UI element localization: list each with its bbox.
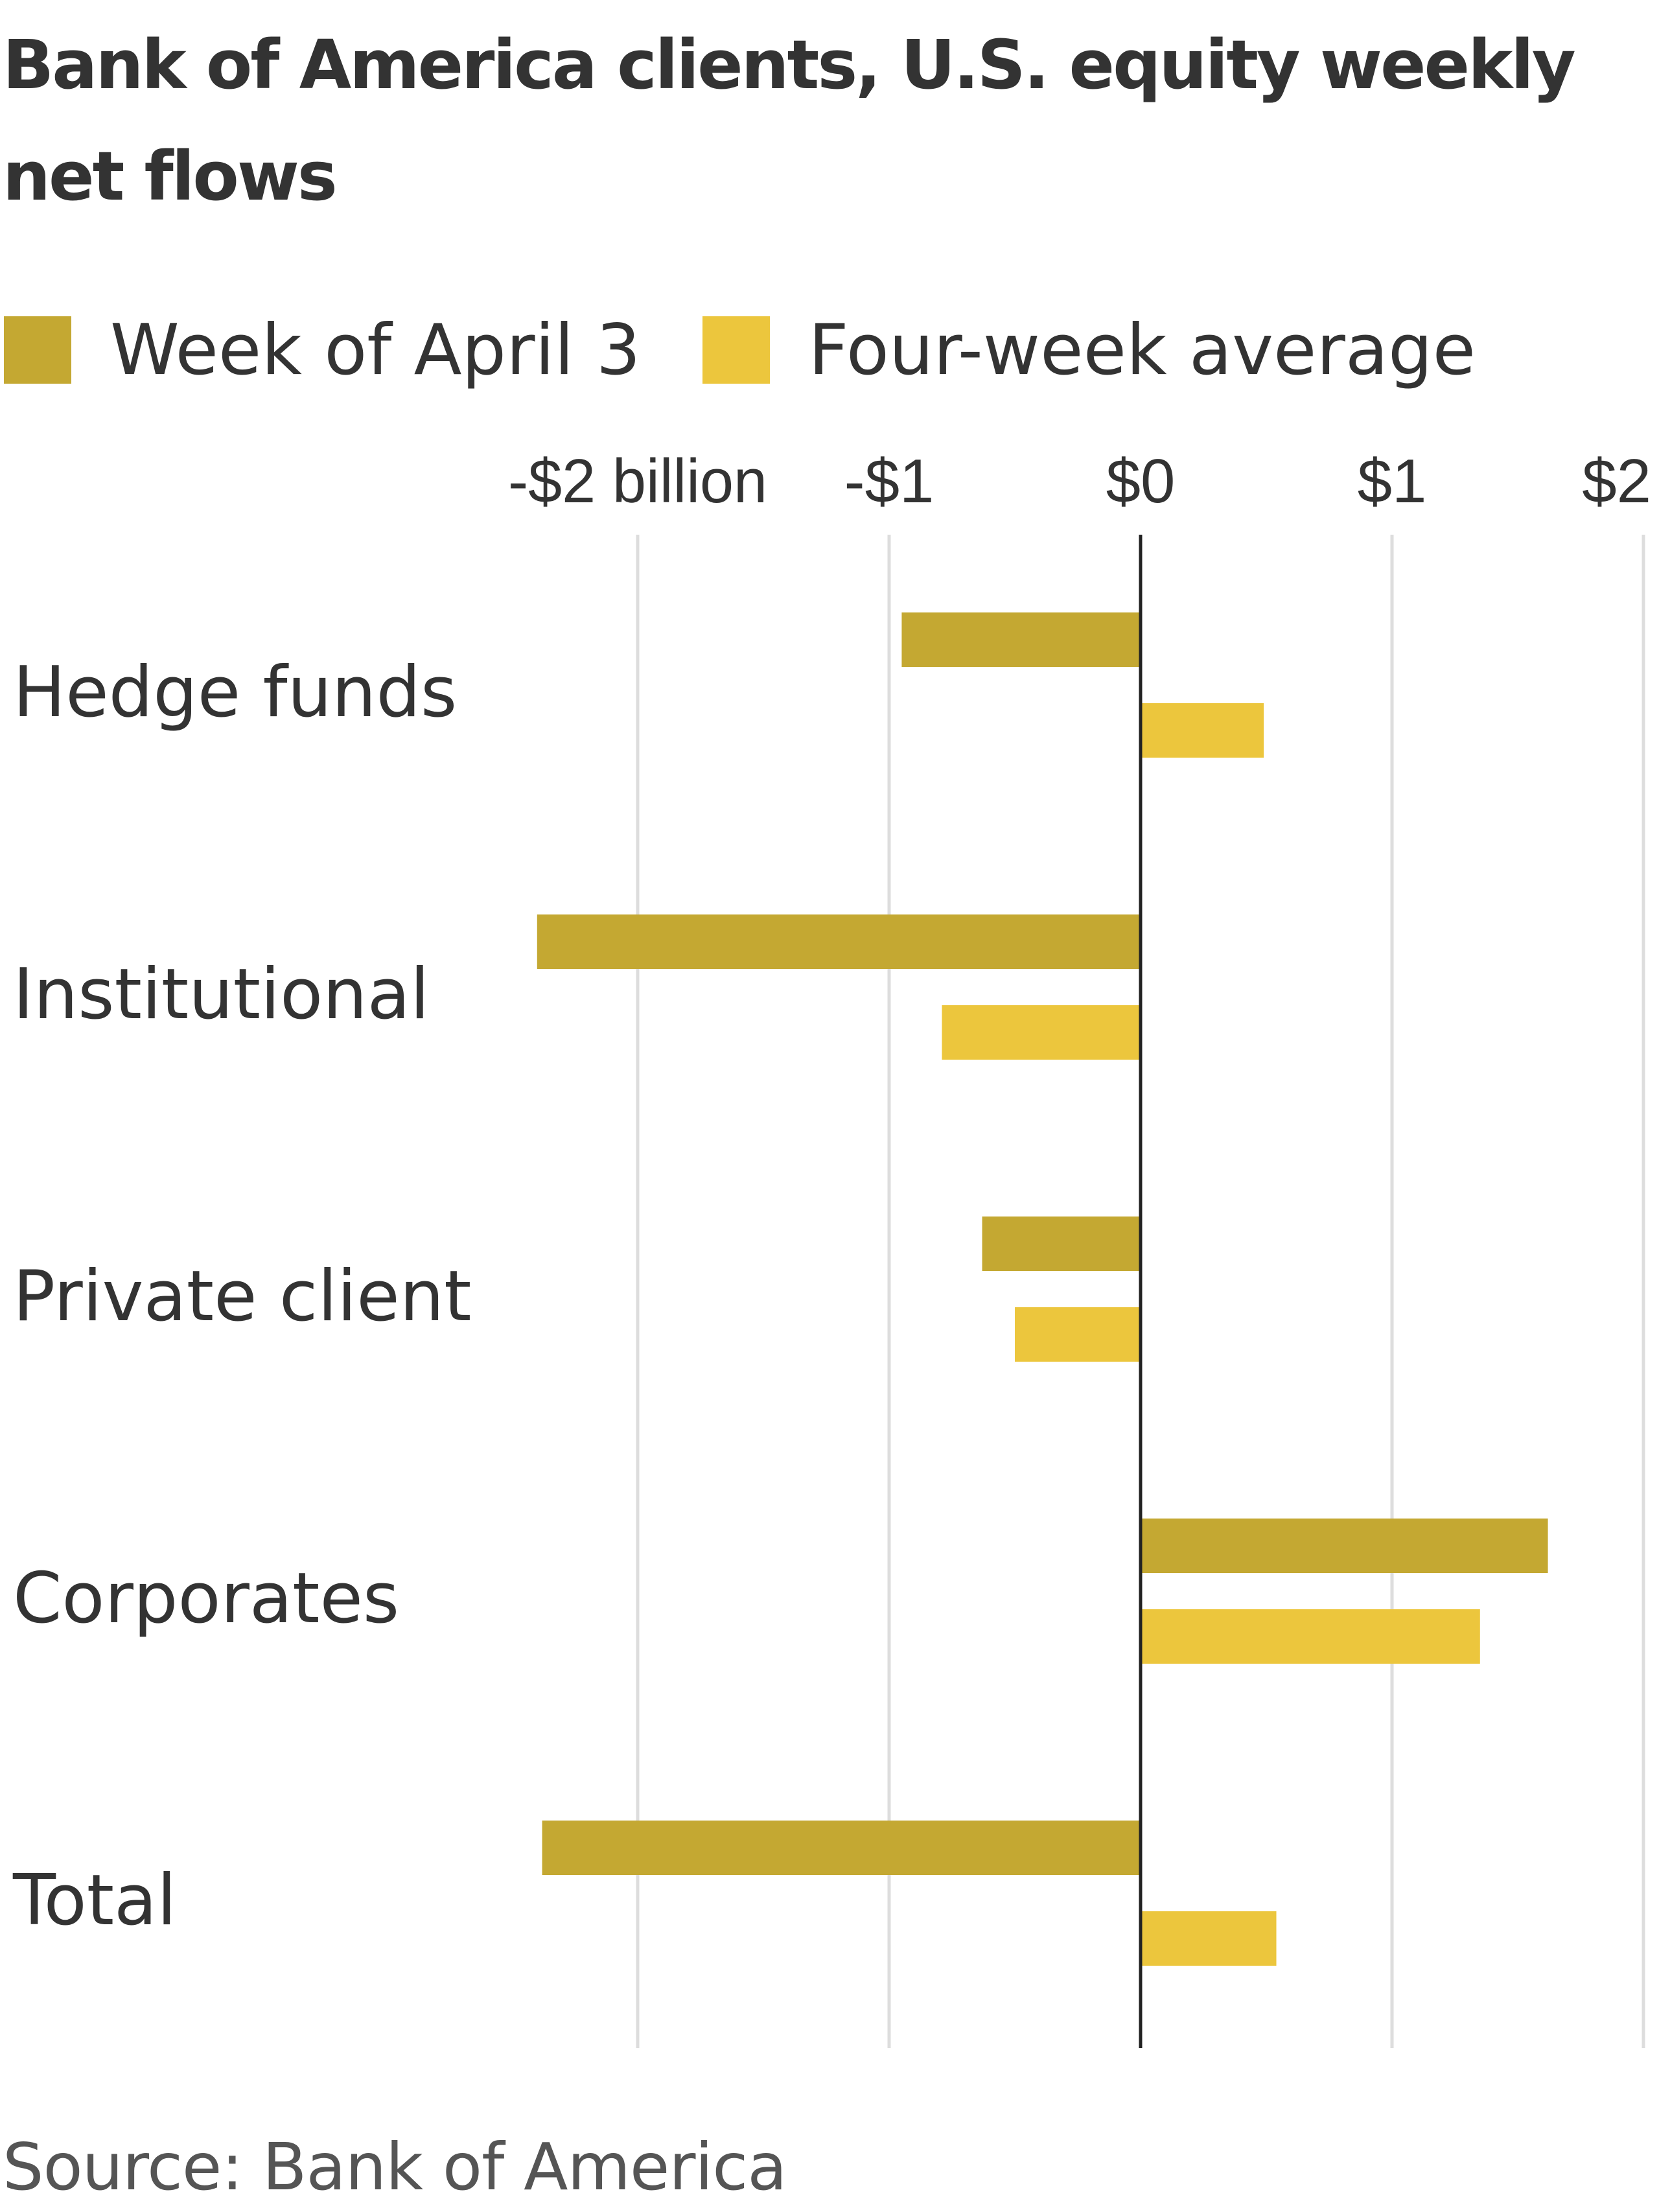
category-label: Institutional	[13, 954, 430, 1035]
chart-title: Bank of America clients, U.S. equity wee…	[3, 25, 1576, 216]
legend-swatch-week	[4, 316, 71, 384]
legend-label-week: Week of April 3	[110, 309, 641, 391]
bar-week	[982, 1217, 1141, 1271]
bar-week	[542, 1821, 1141, 1875]
category-label: Total	[12, 1860, 176, 1941]
legend-swatch-average	[702, 316, 770, 384]
bar-average	[1141, 1609, 1480, 1664]
bar-week	[901, 612, 1141, 667]
legend-item-average: Four-week average	[702, 310, 1476, 391]
bar-week	[1141, 1519, 1548, 1573]
legend: Week of April 3 Four-week average	[4, 305, 1537, 395]
x-tick-label: -$1	[844, 447, 934, 516]
bar-average	[942, 1005, 1141, 1060]
category-label: Corporates	[13, 1558, 399, 1639]
x-tick-label: -$2 billion	[508, 447, 767, 516]
bar-average	[1141, 1911, 1277, 1966]
source-note: Source: Bank of America	[3, 2129, 787, 2205]
category-label: Private client	[13, 1256, 471, 1337]
bar-average	[1141, 703, 1264, 758]
category-label: Hedge funds	[13, 652, 457, 733]
bar-chart: -$2 billion -$1 $0 $1 $2 Hedge funds Instituti…	[12, 447, 1651, 2048]
legend-label-average: Four-week average	[808, 309, 1476, 391]
x-tick-label: $2	[1582, 447, 1651, 516]
x-tick-label: $1	[1358, 447, 1427, 516]
x-tick-label: $0	[1106, 447, 1176, 516]
bar-average	[1015, 1307, 1141, 1362]
bar-week	[537, 914, 1141, 969]
legend-item-week: Week of April 3	[4, 310, 641, 391]
